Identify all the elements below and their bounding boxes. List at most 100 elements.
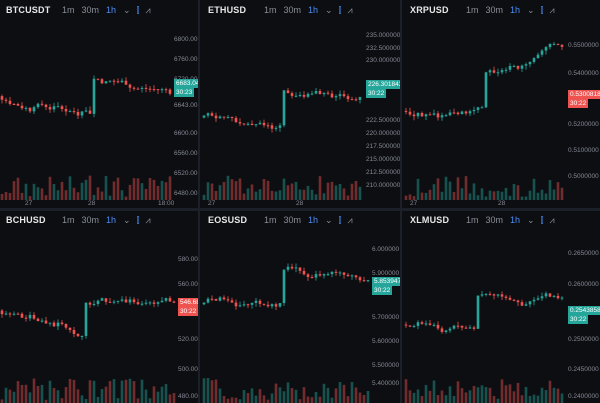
indicators-icon[interactable]: ⩘ <box>145 214 151 225</box>
indicators-icon[interactable]: ⩘ <box>145 4 151 15</box>
candle-body <box>120 299 124 301</box>
candle-body <box>24 107 28 109</box>
timeframe-1h[interactable]: 1h <box>510 5 521 15</box>
candle-body <box>140 87 144 89</box>
dropdown-chevron-icon[interactable]: ⌄ <box>325 214 333 225</box>
candles-icon[interactable]: ⫿ <box>540 4 544 15</box>
candle-body <box>156 302 160 304</box>
volume-bar <box>76 192 80 200</box>
volume-bar <box>310 189 314 200</box>
timeframe-30m[interactable]: 30m <box>485 5 504 15</box>
price-chart[interactable] <box>0 230 176 403</box>
dropdown-chevron-icon[interactable]: ⌄ <box>123 4 131 15</box>
chart-panel-xlmusd[interactable]: XLMUSD 1m 30m 1h ⌄ ⫿ ⩘ 0.2650000 0.260000… <box>404 210 600 403</box>
volume-bar <box>124 196 128 200</box>
volume-bar <box>84 399 88 403</box>
candle-body <box>88 110 92 114</box>
candle-body <box>56 106 60 108</box>
timeframe-1h[interactable]: 1h <box>106 215 117 225</box>
volume-bar <box>60 181 64 200</box>
indicators-icon[interactable]: ⩘ <box>347 214 353 225</box>
volume-bar <box>148 398 152 403</box>
chart-panel-btcusdt[interactable]: BTCUSDT 1m 30m 1h ⌄ ⫿ ⩘ 6800.006760.0067… <box>0 0 198 210</box>
timeframe-1m[interactable]: 1m <box>264 5 277 15</box>
panel-divider[interactable] <box>400 0 402 403</box>
panel-divider[interactable] <box>0 208 600 211</box>
price-tick-label: 0.5400000 <box>568 70 599 77</box>
candles-icon[interactable]: ⫿ <box>338 4 342 15</box>
candle-body <box>246 123 250 125</box>
indicators-icon[interactable]: ⩘ <box>347 4 353 15</box>
symbol-name[interactable]: XRPUSD <box>410 5 449 15</box>
candle-body <box>464 111 468 114</box>
symbol-name[interactable]: XLMUSD <box>410 215 450 225</box>
timeframe-30m[interactable]: 30m <box>485 215 504 225</box>
dropdown-chevron-icon[interactable]: ⌄ <box>527 214 535 225</box>
volume-bar <box>254 191 258 200</box>
price-tick-label: 6760.00 <box>174 56 198 63</box>
candles-icon[interactable]: ⫿ <box>136 4 140 15</box>
price-tick-label: 0.2600000 <box>568 281 599 288</box>
volume-bar <box>560 187 564 200</box>
dropdown-chevron-icon[interactable]: ⌄ <box>325 4 333 15</box>
chart-panel-xrpusd[interactable]: XRPUSD 1m 30m 1h ⌄ ⫿ ⩘ 0.5500000 0.540000… <box>404 0 600 210</box>
indicators-icon[interactable]: ⩘ <box>549 4 555 15</box>
candle-body <box>64 109 68 112</box>
price-chart[interactable] <box>404 230 564 403</box>
candles-icon[interactable]: ⫿ <box>540 214 544 225</box>
price-chart[interactable] <box>202 20 362 200</box>
volume-bar <box>552 387 556 403</box>
timeframe-1m[interactable]: 1m <box>62 5 75 15</box>
candles-icon[interactable]: ⫿ <box>338 214 342 225</box>
candle-body <box>314 274 318 278</box>
candle-body <box>116 300 120 302</box>
timeframe-30m[interactable]: 30m <box>81 215 100 225</box>
price-chart[interactable] <box>202 230 370 403</box>
volume-bar <box>404 379 408 403</box>
candle-body <box>456 112 460 115</box>
symbol-name[interactable]: EOSUSD <box>208 215 248 225</box>
panel-divider[interactable] <box>198 0 200 403</box>
timeframe-1m[interactable]: 1m <box>466 5 479 15</box>
candle-body <box>480 294 484 296</box>
candle-body <box>80 335 84 337</box>
timeframe-1h[interactable]: 1h <box>308 5 319 15</box>
candles-icon[interactable]: ⫿ <box>136 214 140 225</box>
volume-bar <box>456 177 460 200</box>
volume-bar <box>202 194 206 200</box>
dropdown-chevron-icon[interactable]: ⌄ <box>527 4 535 15</box>
chart-panel-eosusd[interactable]: EOSUSD 1m 30m 1h ⌄ ⫿ ⩘ 6.000000 5.900000 5… <box>202 210 400 403</box>
candle-body <box>468 111 472 114</box>
timeframe-1m[interactable]: 1m <box>466 215 479 225</box>
candle-body <box>318 274 322 276</box>
candle-body <box>148 88 152 90</box>
chart-panel-ethusd[interactable]: ETHUSD 1m 30m 1h ⌄ ⫿ ⩘ 235.000000 232.500… <box>202 0 400 210</box>
timeframe-1h[interactable]: 1h <box>510 215 521 225</box>
timeframe-1h[interactable]: 1h <box>308 215 319 225</box>
timeframe-30m[interactable]: 30m <box>81 5 100 15</box>
timeframe-30m[interactable]: 30m <box>283 5 302 15</box>
symbol-name[interactable]: ETHUSD <box>208 5 247 15</box>
candle-body <box>218 116 222 119</box>
dropdown-chevron-icon[interactable]: ⌄ <box>123 214 131 225</box>
candle-body <box>20 313 24 318</box>
volume-bar <box>298 189 302 200</box>
timeframe-30m[interactable]: 30m <box>283 215 302 225</box>
timeframe-1m[interactable]: 1m <box>264 215 277 225</box>
volume-bar <box>556 182 560 200</box>
volume-bar <box>140 379 144 403</box>
price-chart[interactable] <box>404 20 564 200</box>
candle-body <box>168 89 172 94</box>
volume-bar <box>64 387 68 403</box>
candle-body <box>84 110 88 112</box>
symbol-name[interactable]: BCHUSD <box>6 215 46 225</box>
last-price-badge: 546.68 <box>178 298 198 307</box>
chart-panel-bchusd[interactable]: BCHUSD 1m 30m 1h ⌄ ⫿ ⩘ 580.00 560.00 520.0… <box>0 210 198 403</box>
price-chart[interactable] <box>0 20 172 200</box>
timeframe-1h[interactable]: 1h <box>106 5 117 15</box>
chart-toolbar: BCHUSD 1m 30m 1h ⌄ ⫿ ⩘ <box>0 210 198 230</box>
timeframe-1m[interactable]: 1m <box>62 215 75 225</box>
symbol-name[interactable]: BTCUSDT <box>6 5 51 15</box>
indicators-icon[interactable]: ⩘ <box>549 214 555 225</box>
